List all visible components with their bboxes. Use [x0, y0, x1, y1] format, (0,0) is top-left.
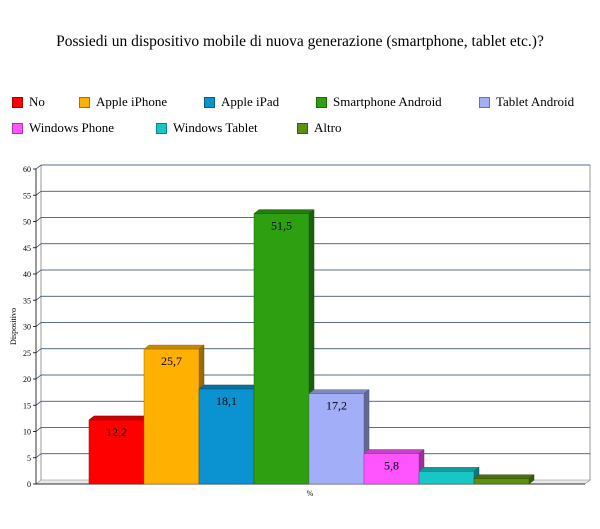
y-tick-label: 40	[23, 270, 31, 279]
bar-front	[363, 453, 420, 485]
bar	[473, 474, 535, 485]
bar-front	[88, 419, 145, 485]
gridline-diagonal	[35, 164, 42, 170]
legend-label: Windows Tablet	[173, 120, 258, 135]
bar-top	[143, 344, 205, 350]
gridline-diagonal	[35, 243, 42, 249]
bar: 25,7	[143, 344, 205, 485]
data-label: 51,5	[271, 219, 292, 233]
y-tick-label: 25	[23, 349, 31, 358]
data-label: 17,2	[326, 399, 347, 413]
y-tick-label: 10	[23, 428, 31, 437]
gridline-diagonal	[35, 374, 42, 380]
legend-label: Apple iPhone	[96, 94, 168, 109]
gridline-diagonal	[35, 295, 42, 301]
legend-item: Smartphone Android	[316, 94, 442, 109]
bar-front	[473, 478, 530, 485]
legend-item: Apple iPhone	[79, 94, 168, 109]
y-axis-label: Dispositivo	[9, 308, 18, 345]
legend-swatch	[12, 122, 23, 134]
gridline-diagonal	[35, 453, 42, 459]
gridline-diagonal	[35, 269, 42, 275]
bar: 5,8	[363, 449, 425, 485]
bar-front	[143, 348, 200, 485]
bar-top	[473, 474, 535, 479]
y-tick-label: 20	[23, 375, 31, 384]
bar-top	[88, 415, 150, 421]
y-tick-label: 15	[23, 401, 31, 410]
legend-item: Windows Phone	[12, 120, 115, 135]
legend-swatch	[297, 122, 308, 134]
gridline-diagonal	[35, 348, 42, 354]
bar-top	[253, 209, 315, 214]
data-label: 5,8	[384, 459, 399, 473]
legend-label: Apple iPad	[221, 94, 280, 109]
y-tick-label: 30	[23, 323, 31, 332]
y-tick-label: 50	[23, 218, 31, 227]
bar: 17,2	[308, 389, 370, 485]
bar: 18,1	[198, 384, 260, 485]
gridline-diagonal	[35, 400, 42, 406]
legend-swatch	[79, 96, 90, 108]
legend-label: No	[29, 94, 45, 109]
gridline-diagonal	[35, 427, 42, 432]
data-label: 25,7	[161, 354, 182, 368]
bar: 12,2	[88, 415, 150, 485]
bar-front	[308, 393, 365, 485]
bar-front	[253, 213, 310, 485]
gridline-diagonal	[35, 190, 42, 196]
bar-front	[198, 388, 255, 485]
legend-swatch	[204, 96, 215, 108]
legend-label: Smartphone Android	[333, 94, 442, 109]
legend-label: Tablet Android	[496, 94, 575, 109]
y-tick-label: 60	[23, 165, 31, 174]
chart-title: Possiedi un dispositivo mobile di nuova …	[56, 33, 544, 50]
data-label: 12,2	[106, 425, 127, 439]
legend-swatch	[316, 96, 327, 108]
y-tick-label: 5	[27, 454, 31, 463]
chart-legend: No Apple iPhone Apple iPad Smartphone Andro…	[0, 0, 600, 160]
legend-item: No	[12, 94, 45, 109]
bar-top	[363, 449, 425, 454]
y-tick-label: 45	[23, 244, 31, 253]
bar-top	[308, 389, 370, 394]
bar-top	[418, 467, 480, 472]
bar-top	[198, 384, 260, 390]
legend-label: Windows Phone	[29, 120, 115, 135]
legend-item: Altro	[297, 120, 342, 135]
data-label: 18,1	[216, 394, 237, 408]
y-tick-label: 55	[23, 191, 31, 200]
bar: 51,5	[253, 209, 315, 485]
legend-item: Tablet Android	[479, 94, 575, 109]
legend-item: Apple iPad	[204, 94, 280, 109]
legend-label: Altro	[314, 120, 342, 135]
y-tick-label: 35	[23, 296, 31, 305]
gridline-diagonal	[35, 217, 42, 222]
legend-swatch	[479, 96, 490, 108]
x-axis-label: %	[307, 489, 314, 498]
bar-front	[418, 471, 475, 485]
gridline-diagonal	[35, 322, 42, 327]
y-tick-label: 0	[27, 480, 31, 489]
legend-item: Windows Tablet	[156, 120, 258, 135]
bar	[418, 466, 480, 485]
legend-swatch	[12, 96, 23, 108]
legend-swatch	[156, 122, 167, 134]
